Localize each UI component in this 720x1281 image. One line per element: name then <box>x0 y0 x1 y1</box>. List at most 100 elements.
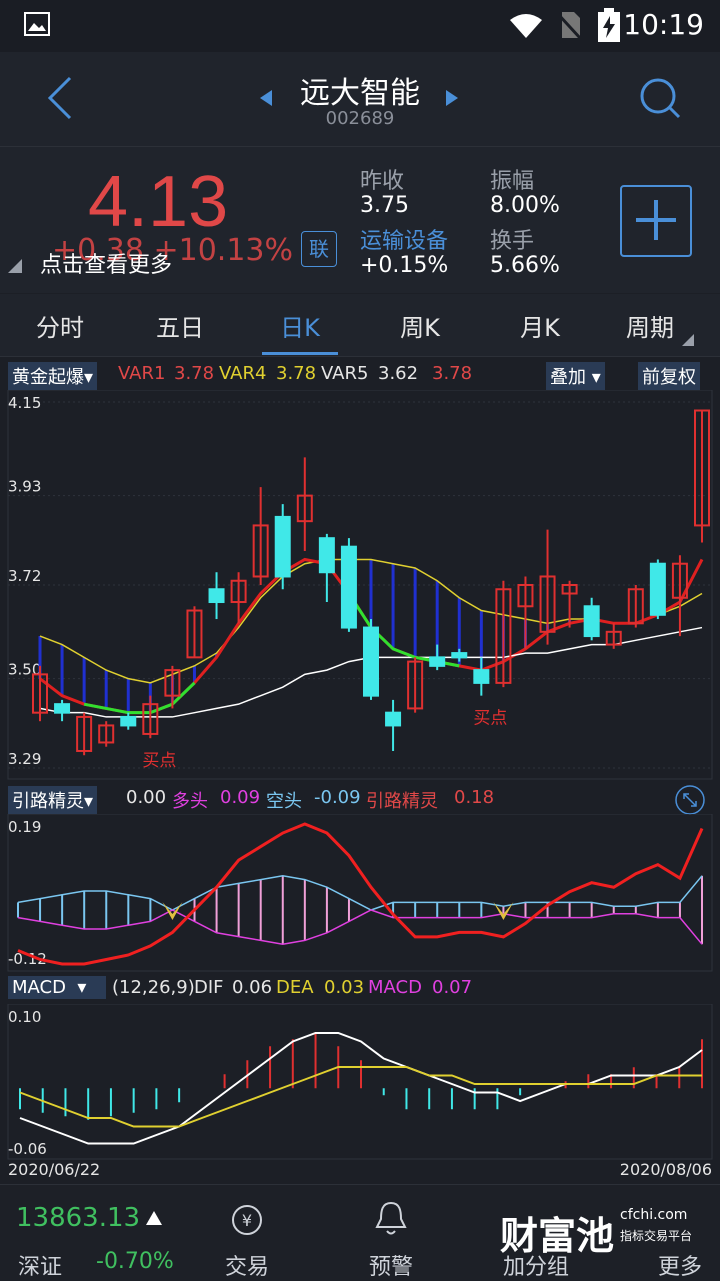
tab-period[interactable]: 周期 <box>626 314 674 342</box>
index-value[interactable]: 13863.13 <box>16 1203 141 1233</box>
candle-body <box>627 588 644 625</box>
kong-label: 空头 <box>266 791 302 812</box>
candle-body <box>54 703 71 714</box>
last-price: 4.13 <box>88 162 229 242</box>
candle-body <box>583 605 600 638</box>
duo-label: 多头 <box>172 791 208 812</box>
macd-line-dea <box>19 1066 702 1128</box>
chart-frame <box>7 1004 713 1160</box>
indicator-line-green <box>83 681 196 715</box>
next-stock-icon[interactable] <box>446 90 460 106</box>
tab-five-day[interactable]: 五日 <box>156 314 204 342</box>
related-button[interactable]: 联 <box>301 231 337 267</box>
var4-value: 3.78 <box>276 363 317 384</box>
bell-icon[interactable] <box>372 1199 410 1239</box>
candle-body <box>186 609 203 659</box>
sub-v0: 0.00 <box>126 787 167 808</box>
macd-select[interactable]: MACD ▾ <box>8 976 106 999</box>
var5-value: 3.62 <box>378 363 419 384</box>
no-sim-icon <box>556 12 582 40</box>
candle-body <box>252 524 269 578</box>
price-adjust-select[interactable]: 前复权 <box>638 362 700 390</box>
tab-weekly-k[interactable]: 周K <box>400 314 440 342</box>
active-tab-indicator <box>262 352 338 355</box>
back-icon[interactable] <box>44 76 74 120</box>
battery-charging-icon <box>598 8 620 42</box>
candle-body <box>230 579 247 604</box>
var1-value: 3.78 <box>174 363 215 384</box>
trade-icon[interactable]: ¥ <box>228 1201 266 1239</box>
candle-body <box>142 703 159 735</box>
tab-daily-k[interactable]: 日K <box>280 314 320 342</box>
candle-body <box>694 409 710 527</box>
buy-point-label: 买点 <box>142 751 176 771</box>
brand-site: cfchi.com <box>620 1207 688 1223</box>
buy-point-label: 买点 <box>473 709 507 729</box>
candle-body <box>671 562 688 599</box>
search-icon[interactable] <box>638 76 682 120</box>
quote-panel[interactable]: 4.13 +0.38 +10.13% 点击查看更多 联 昨收 3.75 运输设备… <box>0 147 720 293</box>
expand-icon[interactable] <box>674 784 706 816</box>
duo-value: 0.09 <box>220 787 261 808</box>
alert-tab[interactable]: 预警 <box>368 1255 413 1280</box>
stock-name: 远大智能 <box>300 76 420 111</box>
main-indicator-row: 黄金起爆▾ VAR1 3.78 VAR4 3.78 VAR5 3.62 3.78… <box>0 362 720 390</box>
candle-body <box>451 652 468 659</box>
candle-body <box>495 588 512 684</box>
candle-body <box>32 673 48 714</box>
macd-chart[interactable]: 0.10 -0.06 <box>0 1004 720 1160</box>
clock: 10:19 <box>623 8 704 41</box>
trade-tab[interactable]: 交易 <box>224 1255 269 1280</box>
yl-value: 0.18 <box>454 787 495 808</box>
macd-indicator-row: MACD ▾ (12,26,9) DIF 0.06 DEA 0.03 MACD … <box>0 976 720 1004</box>
stock-header: 远大智能 002689 <box>0 52 720 147</box>
svg-text:¥: ¥ <box>242 1211 252 1230</box>
main-indicator-select[interactable]: 黄金起爆▾ <box>8 362 98 390</box>
tab-monthly-k[interactable]: 月K <box>520 314 560 342</box>
dea-label: DEA <box>276 977 314 998</box>
y-tick-label: 3.50 <box>8 661 41 679</box>
candle-body <box>318 537 335 574</box>
candle-body <box>98 724 115 744</box>
overlay-select[interactable]: 叠加 ▾ <box>546 362 605 390</box>
y-tick-label: 4.15 <box>8 394 41 412</box>
start-date: 2020/06/22 <box>8 1160 101 1179</box>
candle-body <box>429 656 446 667</box>
extra-value: 3.78 <box>432 363 473 384</box>
sub-indicator-row: 引路精灵▾ 0.00 多头 0.09 空头 -0.09 引路精灵 0.18 <box>0 784 720 816</box>
guide-indicator-chart[interactable]: 0.19 -0.12 <box>0 814 720 972</box>
candle-body <box>473 669 490 684</box>
candle-body <box>539 575 556 633</box>
chart-frame <box>7 814 713 972</box>
candle-body <box>363 626 379 697</box>
candle-body <box>407 660 424 710</box>
sub-indicator-select[interactable]: 引路精灵▾ <box>8 786 98 814</box>
plus-icon-v <box>654 200 658 240</box>
sector-link[interactable]: 运输设备 <box>360 229 449 254</box>
add-watchlist-button[interactable] <box>620 185 692 257</box>
brand-logo: 财富池 <box>500 1214 615 1258</box>
macd-params: (12,26,9) <box>112 977 195 998</box>
y-tick-label: 3.93 <box>8 478 41 496</box>
y-tick-label: 3.29 <box>8 750 41 768</box>
y-tick-label: -0.12 <box>8 950 47 968</box>
yl-label: 引路精灵 <box>366 791 438 812</box>
candle-body <box>340 545 357 629</box>
candle-body <box>164 669 181 697</box>
add-group-tab[interactable]: 加分组 <box>502 1255 569 1280</box>
prev-stock-icon[interactable] <box>260 90 274 106</box>
tab-intraday[interactable]: 分时 <box>36 314 84 342</box>
candle-body <box>76 715 93 752</box>
more-tab[interactable]: 更多 <box>657 1255 702 1280</box>
candle-body <box>605 630 622 646</box>
amplitude-value: 8.00% <box>490 193 560 218</box>
index-name: 深证 <box>18 1255 63 1280</box>
var1-label: VAR1 <box>118 363 166 384</box>
view-more-hint[interactable]: 点击查看更多 <box>40 253 173 278</box>
candle-body <box>385 711 402 727</box>
macd-label: MACD <box>368 977 422 998</box>
var5-label: VAR5 <box>321 363 369 384</box>
candle-body <box>208 588 225 604</box>
y-tick-label: 0.19 <box>8 818 41 836</box>
